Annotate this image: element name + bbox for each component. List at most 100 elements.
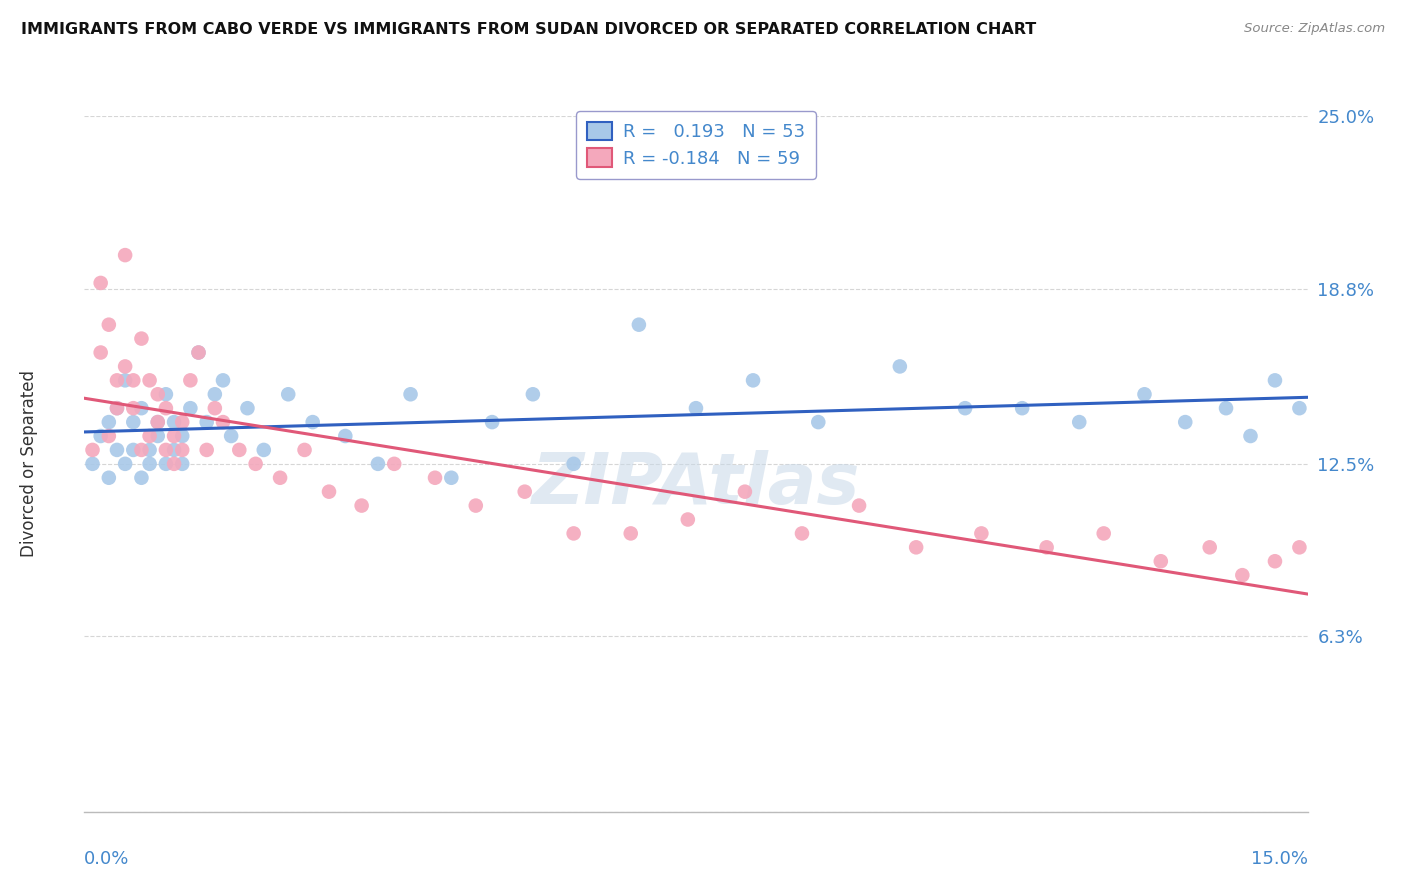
Point [1174,415,1197,429]
Point [1092,526,1115,541]
Point [146,387,169,401]
Point [440,471,463,485]
Point [1150,554,1173,568]
Point [212,415,235,429]
Point [204,387,226,401]
Point [1305,568,1327,582]
Point [163,415,186,429]
Point [318,484,340,499]
Point [138,373,160,387]
Point [195,442,218,457]
Point [219,429,242,443]
Point [685,401,707,416]
Point [513,484,536,499]
Point [122,401,145,416]
Point [522,387,544,401]
Point [138,429,160,443]
Point [790,526,813,541]
Point [1035,541,1057,555]
Point [1232,568,1254,582]
Text: IMMIGRANTS FROM CABO VERDE VS IMMIGRANTS FROM SUDAN DIVORCED OR SEPARATED CORREL: IMMIGRANTS FROM CABO VERDE VS IMMIGRANTS… [21,22,1036,37]
Point [350,499,373,513]
Text: 0.0%: 0.0% [84,850,129,868]
Point [138,442,160,457]
Point [187,345,209,359]
Point [105,373,128,387]
Point [889,359,911,374]
Text: Divorced or Separated: Divorced or Separated [20,370,38,558]
Point [1354,596,1376,610]
Point [146,415,169,429]
Point [114,457,136,471]
Point [905,541,928,555]
Point [131,442,153,457]
Point [562,457,585,471]
Point [953,401,976,416]
Point [179,373,201,387]
Text: ZIPAtlas: ZIPAtlas [531,450,860,519]
Point [90,429,112,443]
Point [848,499,870,513]
Point [742,373,765,387]
Point [1133,387,1156,401]
Point [163,457,186,471]
Point [172,429,194,443]
Point [1288,541,1310,555]
Legend: R =   0.193   N = 53, R = -0.184   N = 59: R = 0.193 N = 53, R = -0.184 N = 59 [576,112,815,178]
Point [228,442,250,457]
Text: 15.0%: 15.0% [1250,850,1308,868]
Point [1239,429,1261,443]
Point [277,387,299,401]
Point [114,359,136,374]
Point [155,387,177,401]
Point [1069,415,1091,429]
Point [204,401,226,416]
Point [90,345,112,359]
Point [676,512,699,526]
Point [146,429,169,443]
Point [335,429,357,443]
Point [105,401,128,416]
Point [138,457,160,471]
Point [562,526,585,541]
Point [1198,541,1220,555]
Point [114,373,136,387]
Point [301,415,323,429]
Point [970,526,993,541]
Point [481,415,503,429]
Point [155,457,177,471]
Point [105,442,128,457]
Point [97,318,120,332]
Point [131,471,153,485]
Point [1011,401,1033,416]
Point [464,499,486,513]
Point [627,318,650,332]
Point [122,373,145,387]
Point [90,276,112,290]
Point [155,442,177,457]
Point [734,484,756,499]
Point [1369,615,1392,630]
Point [423,471,446,485]
Point [1215,401,1237,416]
Point [146,415,169,429]
Point [172,415,194,429]
Point [82,457,104,471]
Point [253,442,276,457]
Point [1264,554,1286,568]
Point [1386,604,1406,618]
Point [179,401,201,416]
Point [269,471,291,485]
Point [155,401,177,416]
Point [294,442,316,457]
Point [122,415,145,429]
Point [122,442,145,457]
Point [187,345,209,359]
Point [367,457,389,471]
Point [1264,373,1286,387]
Point [172,442,194,457]
Point [245,457,267,471]
Point [382,457,405,471]
Point [163,442,186,457]
Point [620,526,643,541]
